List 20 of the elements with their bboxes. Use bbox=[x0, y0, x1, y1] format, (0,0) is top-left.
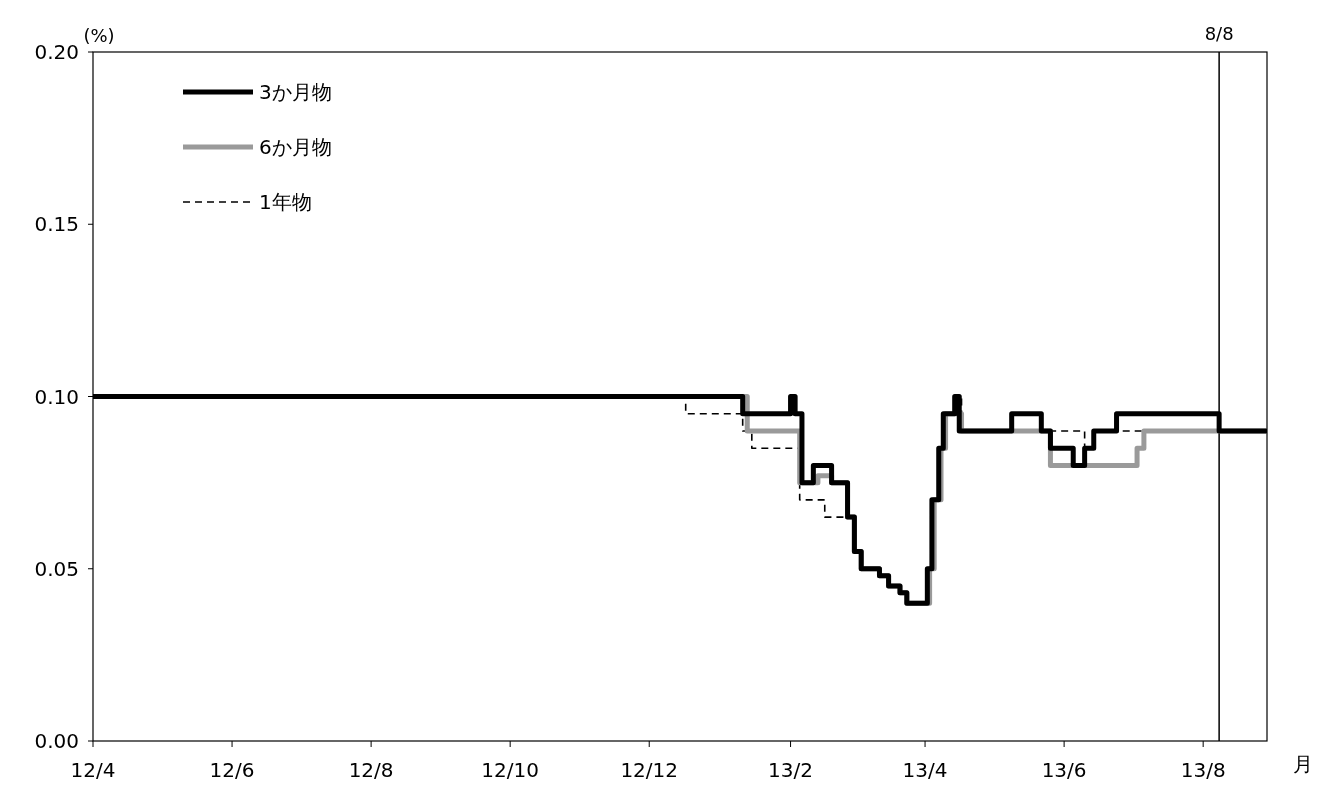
x-tick-label: 12/8 bbox=[348, 758, 394, 782]
legend-label: 1年物 bbox=[259, 190, 312, 214]
ref-line-label: 8/8 bbox=[1204, 23, 1234, 44]
legend-label: 3か月物 bbox=[259, 80, 332, 104]
y-tick-label: 0.00 bbox=[34, 729, 79, 753]
y-axis-title: (%) bbox=[83, 25, 115, 46]
legend-label: 6か月物 bbox=[259, 135, 332, 159]
x-tick-label: 12/4 bbox=[70, 758, 116, 782]
x-tick-label: 13/8 bbox=[1180, 758, 1226, 782]
y-tick-label: 0.05 bbox=[34, 556, 79, 581]
x-tick-label: 12/10 bbox=[481, 758, 539, 782]
x-tick-label: 13/4 bbox=[902, 758, 948, 782]
y-tick-label: 0.10 bbox=[34, 384, 79, 409]
x-tick-label: 13/6 bbox=[1041, 758, 1087, 782]
y-tick-label: 0.20 bbox=[34, 40, 79, 64]
x-tick-label: 12/6 bbox=[209, 758, 255, 782]
x-axis-title: 月 bbox=[1293, 752, 1313, 776]
x-tick-label: 13/2 bbox=[768, 758, 814, 782]
y-tick-label: 0.15 bbox=[34, 212, 79, 237]
x-tick-label: 12/12 bbox=[620, 758, 679, 782]
